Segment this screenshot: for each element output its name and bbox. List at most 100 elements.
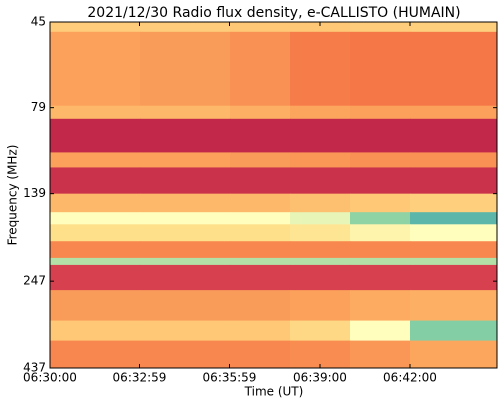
heatmap-cell xyxy=(230,290,291,322)
heatmap-cell xyxy=(350,241,411,259)
heatmap-cell xyxy=(50,257,141,266)
heatmap-cell xyxy=(290,22,351,33)
heatmap-cell xyxy=(230,152,291,168)
heatmap-cell xyxy=(230,193,291,213)
heatmap xyxy=(50,22,498,369)
heatmap-cell xyxy=(140,340,231,369)
heatmap-cell xyxy=(290,290,351,322)
heatmap-cell xyxy=(230,340,291,369)
heatmap-cell xyxy=(140,290,231,322)
heatmap-cell xyxy=(50,340,141,369)
heatmap-cell xyxy=(350,290,411,322)
heatmap-cell xyxy=(290,193,351,213)
heatmap-cell xyxy=(350,224,411,242)
heatmap-cell xyxy=(290,152,351,168)
heatmap-cell xyxy=(410,290,498,322)
heatmap-cell xyxy=(350,105,411,120)
heatmap-cell xyxy=(350,167,411,195)
x-axis-label: Time (UT) xyxy=(244,385,304,399)
y-tick-label: 139 xyxy=(23,186,46,200)
heatmap-cell xyxy=(50,152,141,168)
heatmap-cell xyxy=(290,212,351,225)
heatmap-cell xyxy=(140,320,231,342)
heatmap-cell xyxy=(350,340,411,369)
heatmap-cell xyxy=(410,31,498,107)
heatmap-cell xyxy=(140,193,231,213)
heatmap-cell xyxy=(230,264,291,291)
heatmap-cell xyxy=(50,31,141,107)
chart-title: 2021/12/30 Radio flux density, e-CALLIST… xyxy=(87,5,460,21)
heatmap-cell xyxy=(410,152,498,168)
y-tick-label: 79 xyxy=(31,100,46,114)
y-tick-label: 45 xyxy=(31,15,46,29)
heatmap-cell xyxy=(50,118,141,153)
heatmap-cell xyxy=(410,167,498,195)
heatmap-cell xyxy=(410,118,498,153)
heatmap-cell xyxy=(350,31,411,107)
heatmap-cell xyxy=(140,257,231,266)
heatmap-cell xyxy=(350,264,411,291)
heatmap-cell xyxy=(140,212,231,225)
heatmap-cell xyxy=(50,105,141,120)
heatmap-cell xyxy=(140,118,231,153)
heatmap-cell xyxy=(140,264,231,291)
heatmap-cell xyxy=(50,264,141,291)
heatmap-cell xyxy=(290,118,351,153)
heatmap-cell xyxy=(350,320,411,342)
heatmap-cell xyxy=(350,22,411,33)
heatmap-cell xyxy=(140,167,231,195)
heatmap-cell xyxy=(410,264,498,291)
heatmap-cell xyxy=(140,224,231,242)
heatmap-cell xyxy=(290,31,351,107)
x-tick-label: 06:42:00 xyxy=(383,371,437,385)
heatmap-cell xyxy=(290,264,351,291)
heatmap-cell xyxy=(230,22,291,33)
heatmap-cell xyxy=(140,105,231,120)
heatmap-cell xyxy=(290,340,351,369)
heatmap-cell xyxy=(230,212,291,225)
heatmap-cell xyxy=(350,193,411,213)
heatmap-cell xyxy=(410,320,498,342)
heatmap-cell xyxy=(50,241,141,259)
heatmap-cell xyxy=(140,22,231,33)
heatmap-cell xyxy=(290,241,351,259)
heatmap-cell xyxy=(410,241,498,259)
heatmap-cell xyxy=(350,118,411,153)
heatmap-cell xyxy=(50,320,141,342)
heatmap-cell xyxy=(410,224,498,242)
heatmap-cell xyxy=(410,193,498,213)
heatmap-cell xyxy=(140,241,231,259)
heatmap-cell xyxy=(50,22,141,33)
heatmap-cell xyxy=(230,118,291,153)
heatmap-cell xyxy=(230,167,291,195)
heatmap-cell xyxy=(50,193,141,213)
y-tick-label: 247 xyxy=(23,274,46,288)
x-tick-label: 06:32:59 xyxy=(113,371,167,385)
y-tick-label: 437 xyxy=(23,361,46,375)
heatmap-cell xyxy=(290,167,351,195)
x-tick-label: 06:35:59 xyxy=(203,371,257,385)
heatmap-cell xyxy=(350,257,411,266)
heatmap-cell xyxy=(410,105,498,120)
heatmap-cell xyxy=(50,290,141,322)
heatmap-cell xyxy=(230,31,291,107)
heatmap-cell xyxy=(230,105,291,120)
heatmap-cell xyxy=(230,224,291,242)
x-tick-label: 06:39:00 xyxy=(293,371,347,385)
heatmap-cell xyxy=(350,152,411,168)
heatmap-cell xyxy=(50,167,141,195)
heatmap-cell xyxy=(230,241,291,259)
heatmap-cell xyxy=(50,224,141,242)
heatmap-cell xyxy=(410,340,498,369)
heatmap-cell xyxy=(290,257,351,266)
plot-frame xyxy=(49,21,498,369)
heatmap-cell xyxy=(410,257,498,266)
heatmap-cell xyxy=(290,224,351,242)
heatmap-cell xyxy=(410,22,498,33)
heatmap-cell xyxy=(230,320,291,342)
heatmap-cell xyxy=(350,212,411,225)
heatmap-cell xyxy=(140,31,231,107)
heatmap-cell xyxy=(230,257,291,266)
